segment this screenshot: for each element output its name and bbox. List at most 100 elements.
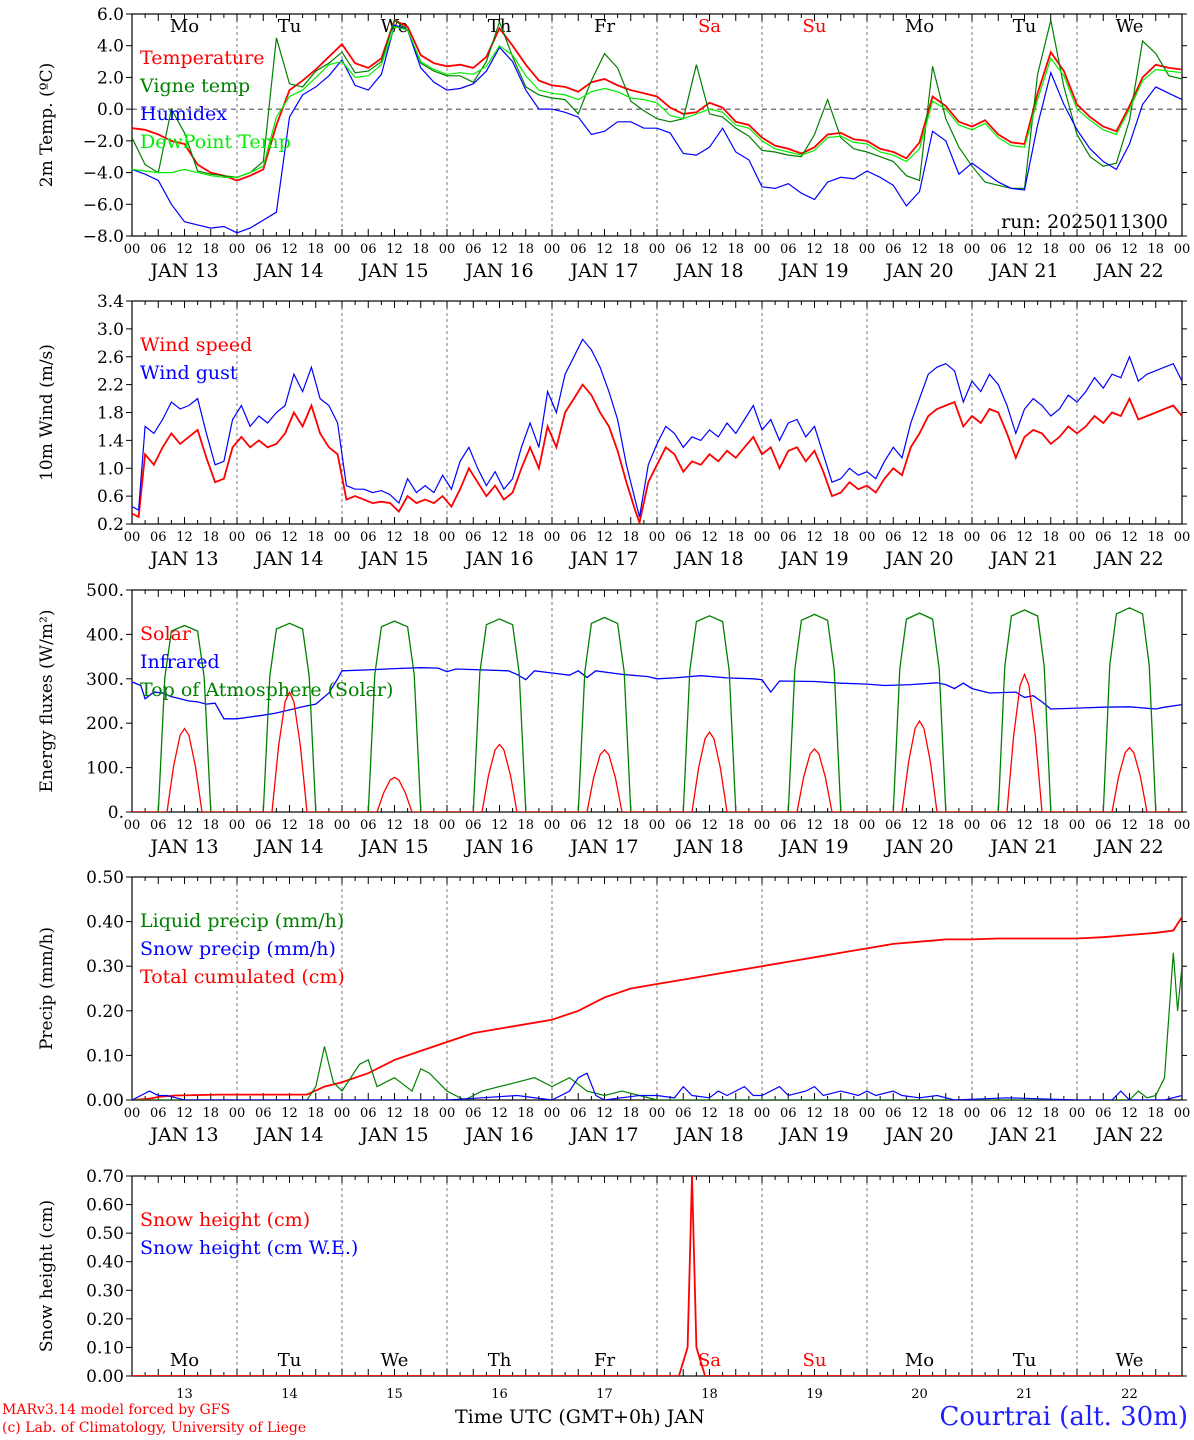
y-tick-label: −6.0 (83, 195, 124, 215)
hour-tick-label: 00 (334, 530, 351, 545)
hour-tick-label: 00 (1069, 1106, 1086, 1121)
series-line-liquid-precip-mm-h (132, 952, 1182, 1100)
y-tick-label: 0.0 (97, 100, 124, 120)
day-label: JAN 22 (1093, 836, 1163, 858)
hour-tick-label: 06 (465, 818, 482, 833)
hour-tick-label: 00 (544, 1106, 561, 1121)
hour-tick-label: 12 (911, 818, 928, 833)
hour-tick-label: 12 (491, 530, 508, 545)
day-number-label: 17 (596, 1387, 613, 1402)
hour-tick-label: 06 (675, 530, 692, 545)
run-annotation: run: 2025011300 (1001, 211, 1168, 233)
plot-area (132, 338, 1182, 524)
legend-entry: Solar (140, 623, 192, 645)
hour-tick-label: 12 (386, 818, 403, 833)
hour-tick-label: 18 (832, 242, 849, 257)
day-label: JAN 17 (568, 1124, 638, 1146)
hour-tick-label: 00 (859, 530, 876, 545)
hour-tick-label: 06 (1095, 530, 1112, 545)
weekday-label: Mo (905, 1350, 934, 1371)
hour-tick-label: 00 (964, 818, 981, 833)
y-tick-label: 500. (86, 581, 124, 601)
y-tick-label: 0.6 (97, 487, 124, 507)
hour-tick-label: 06 (150, 818, 167, 833)
y-tick-label: 200. (86, 714, 124, 734)
hour-tick-label: 12 (1121, 530, 1138, 545)
hour-tick-label: 12 (281, 818, 298, 833)
hour-tick-label: 12 (1121, 242, 1138, 257)
day-label: JAN 13 (148, 260, 218, 282)
hour-tick-label: 12 (491, 242, 508, 257)
hour-tick-label: 00 (229, 242, 246, 257)
day-label: JAN 17 (568, 548, 638, 570)
hour-tick-label: 18 (1042, 242, 1059, 257)
y-tick-label: 4.0 (97, 37, 124, 57)
hour-tick-label: 12 (806, 530, 823, 545)
hour-tick-label: 06 (360, 530, 377, 545)
hour-tick-label: 12 (281, 242, 298, 257)
legend-entry: Wind speed (140, 334, 252, 356)
y-axis-title: 2m Temp. (ºC) (37, 63, 57, 188)
day-label: JAN 22 (1093, 548, 1163, 570)
day-label: JAN 15 (358, 836, 428, 858)
hour-tick-label: 18 (937, 530, 954, 545)
hour-tick-label: 12 (701, 530, 718, 545)
hour-tick-label: 00 (1174, 530, 1191, 545)
hour-tick-label: 06 (675, 1106, 692, 1121)
weekday-label: Tu (1013, 16, 1037, 37)
day-label: JAN 21 (988, 1124, 1058, 1146)
day-label: JAN 19 (778, 548, 848, 570)
hour-tick-label: 18 (727, 818, 744, 833)
hour-tick-label: 18 (517, 1106, 534, 1121)
day-label: JAN 20 (883, 548, 953, 570)
y-axis-title: Energy fluxes (W/m²) (37, 610, 57, 793)
hour-tick-label: 06 (255, 242, 272, 257)
hour-tick-label: 12 (1016, 1106, 1033, 1121)
y-tick-label: 0.10 (86, 1338, 124, 1358)
y-tick-label: 3.0 (97, 320, 124, 340)
hour-tick-label: 18 (1147, 1106, 1164, 1121)
weekday-label: Tu (278, 16, 302, 37)
day-label: JAN 14 (253, 1124, 323, 1146)
legend-entry: Humidex (140, 103, 227, 125)
hour-tick-label: 06 (255, 530, 272, 545)
y-tick-label: 2.6 (97, 348, 124, 368)
hour-tick-label: 00 (754, 818, 771, 833)
hour-tick-label: 18 (937, 1106, 954, 1121)
hour-tick-label: 12 (386, 242, 403, 257)
hour-tick-label: 18 (307, 818, 324, 833)
hour-tick-label: 18 (307, 1106, 324, 1121)
hour-tick-label: 12 (596, 818, 613, 833)
plot-area (132, 19, 1182, 234)
weekday-label: Mo (170, 1350, 199, 1371)
hour-tick-label: 00 (1069, 818, 1086, 833)
weekday-label: We (1116, 16, 1144, 37)
y-tick-label: 0.60 (86, 1196, 124, 1216)
day-label: JAN 15 (358, 1124, 428, 1146)
hour-tick-label: 06 (780, 242, 797, 257)
day-number-label: 19 (806, 1387, 823, 1402)
panel-2: 0.2 0.6 1.0 1.4 1.8 2.2 2.6 3.0 3.4 10m Wind (m/s… (37, 292, 1191, 570)
hour-tick-label: 18 (832, 1106, 849, 1121)
hour-tick-label: 06 (570, 530, 587, 545)
legend-entry: Snow precip (mm/h) (140, 938, 336, 960)
hour-tick-label: 06 (570, 1106, 587, 1121)
day-label: JAN 19 (778, 836, 848, 858)
legend-entry: Vigne temp (139, 75, 250, 97)
hour-tick-label: 12 (281, 530, 298, 545)
hour-tick-label: 12 (386, 530, 403, 545)
plot-area (132, 607, 1182, 812)
y-tick-label: 0.40 (86, 1253, 124, 1273)
y-tick-label: 1.4 (97, 431, 124, 451)
legend-entry: Liquid precip (mm/h) (140, 910, 344, 932)
hour-tick-label: 06 (255, 1106, 272, 1121)
y-tick-label: 0.20 (86, 1310, 124, 1330)
hour-tick-label: 12 (701, 818, 718, 833)
hour-tick-label: 12 (806, 1106, 823, 1121)
y-tick-label: 0.2 (97, 515, 124, 535)
day-label: JAN 13 (148, 548, 218, 570)
day-label: JAN 17 (568, 260, 638, 282)
hour-tick-label: 06 (150, 530, 167, 545)
hour-tick-label: 12 (806, 818, 823, 833)
day-number-label: 14 (281, 1387, 298, 1402)
